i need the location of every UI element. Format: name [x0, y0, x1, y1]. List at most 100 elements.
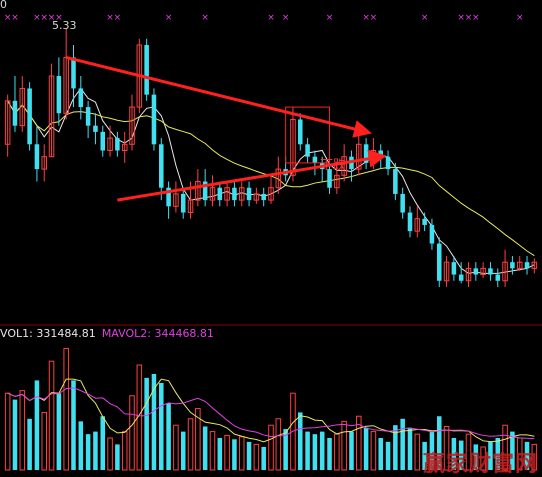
candle-body-down: [422, 218, 427, 225]
candle-body-down: [312, 156, 318, 163]
candle-body-down: [232, 187, 237, 201]
volume-bar-down: [488, 441, 493, 470]
volume-legend: VOL1: 331484.81 MAVOL2: 344468.81: [0, 327, 214, 340]
candle-body-down: [451, 262, 457, 275]
signal-marker: ×: [370, 13, 378, 23]
candle-body-down: [495, 274, 501, 281]
volume-bar-down: [144, 377, 149, 470]
candle-body-down: [180, 193, 186, 213]
candle-body-up: [224, 187, 230, 201]
volume-bar-down: [202, 426, 208, 470]
candle-body-up: [443, 261, 450, 282]
volume-bar-down: [217, 438, 223, 470]
candle-body-down: [246, 187, 252, 201]
candle-body-down: [524, 262, 530, 269]
volume-bar-down: [319, 431, 325, 470]
volume-bar-up: [209, 431, 216, 471]
candle-body-down: [327, 169, 332, 188]
signal-marker: ×: [326, 13, 334, 23]
candle-body-up: [195, 181, 201, 201]
volume-bar-down: [349, 431, 354, 470]
volume-bar-up: [370, 431, 377, 471]
candle-body-down: [217, 187, 223, 201]
volume-bar-up: [224, 434, 230, 471]
volume-bar-up: [443, 425, 450, 471]
candle-body-up: [275, 168, 282, 189]
candle-body-up: [129, 106, 135, 145]
signal-marker: ×: [421, 13, 429, 23]
candle-body-up: [121, 143, 128, 151]
candle-body-down: [166, 187, 171, 207]
volume-bar-down: [180, 431, 186, 470]
candle-body-down: [85, 107, 91, 126]
volume-bar-down: [283, 429, 288, 470]
annotations: [65, 55, 387, 202]
candle-body-up: [290, 118, 296, 176]
volume-bar-down: [524, 441, 530, 470]
candle-body-down: [261, 193, 266, 201]
volume-bar-down: [12, 399, 18, 470]
volume-bar-down: [246, 441, 252, 470]
volume-bar-up: [19, 390, 26, 471]
volume-bar-down: [71, 380, 76, 470]
candle-body-up: [173, 193, 179, 207]
candle-body-up: [356, 143, 362, 170]
volume-bars: [4, 347, 538, 471]
candle-body-down: [429, 224, 435, 244]
volume-bar-down: [400, 418, 405, 470]
volume-bar-up: [414, 433, 421, 471]
candle-body-up: [238, 187, 245, 201]
candle-body-up: [480, 267, 486, 276]
volume-bar-up: [63, 347, 69, 471]
signal-marker: ×: [48, 13, 56, 23]
mavol2-line: [7, 387, 535, 440]
highlight-box: [285, 106, 331, 164]
volume-bar-down: [159, 382, 164, 470]
candle-body-down: [159, 144, 164, 188]
signal-marker: ×: [457, 13, 465, 23]
signal-marker: ×: [106, 13, 114, 23]
signal-marker: ×: [33, 13, 41, 23]
candle-body-up: [531, 261, 538, 269]
volume-bar-down: [363, 427, 369, 470]
candle-body-up: [465, 267, 472, 282]
candle-body-down: [27, 88, 32, 145]
trendline-down-arrow: [65, 55, 372, 138]
corner-label: 0: [0, 0, 7, 11]
volume-bar-down: [27, 418, 32, 470]
signal-marker: ×: [282, 13, 290, 23]
volume-bar-up: [275, 418, 282, 471]
signal-marker: ×: [516, 13, 524, 23]
candle-body-down: [115, 138, 120, 151]
signal-marker: ×: [472, 13, 480, 23]
volume-bar-down: [93, 431, 98, 470]
volume-bar-down: [458, 440, 464, 470]
candle-body-down: [363, 144, 369, 163]
signal-marker: ×: [267, 13, 275, 23]
candle-body-up: [253, 193, 260, 201]
volume-bar-down: [100, 416, 106, 470]
volume-bar-down: [393, 425, 398, 470]
candle-body-down: [473, 268, 479, 275]
candle-body-down: [407, 212, 413, 232]
candle-body-up: [107, 137, 113, 151]
signal-marker: ×: [114, 13, 122, 23]
volume-bar-up: [195, 408, 201, 471]
candle-body-down: [305, 144, 310, 157]
volume-bar-up: [121, 431, 128, 471]
volume-bar-down: [312, 434, 318, 470]
candle-body-down: [56, 76, 62, 114]
volume-bar-up: [341, 420, 347, 471]
candle-body-up: [502, 261, 508, 282]
signal-marker: ×: [362, 13, 370, 23]
trendline-up-arrow: [117, 149, 387, 202]
volume-bar-down: [327, 438, 332, 470]
candle-body-down: [78, 88, 84, 108]
signal-marker: ×: [55, 13, 63, 23]
candle-body-down: [202, 181, 208, 201]
volume-bar-down: [378, 438, 383, 470]
volume-bar-down: [261, 446, 266, 470]
mavol1-label: VOL1: 331484.81: [0, 327, 96, 340]
candle-body-up: [414, 218, 421, 232]
volume-bar-up: [465, 433, 472, 471]
